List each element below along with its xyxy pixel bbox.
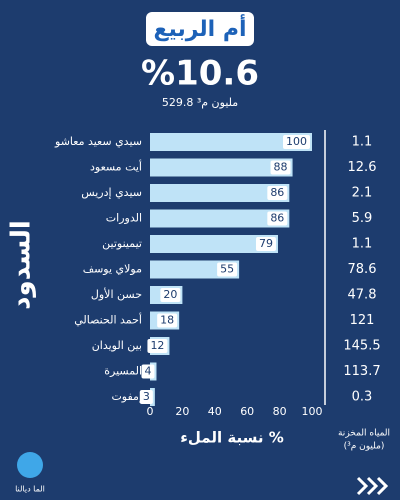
headline: %10.6 — [141, 54, 259, 94]
title: أم الربيع — [153, 13, 246, 42]
value-label: 88 — [274, 161, 288, 174]
bar — [150, 209, 290, 228]
bar — [150, 184, 290, 202]
category-label: حسن الأول — [91, 287, 142, 301]
stored-water-value: 2.1 — [352, 186, 373, 201]
stored-water-value: 47.8 — [348, 288, 377, 303]
value-label-box — [270, 160, 291, 175]
value-label: 55 — [220, 263, 234, 276]
stored-water-value: 121 — [350, 313, 375, 328]
value-label-box — [139, 390, 153, 404]
title-box — [146, 12, 254, 46]
stored-water-value: 5.9 — [352, 211, 373, 226]
category-label: الدورات — [106, 212, 142, 225]
stored-water-value: 113.7 — [343, 364, 380, 379]
stored-water-value: 0.3 — [352, 390, 373, 405]
value-label-box — [267, 186, 288, 200]
category-label: بين الويدان — [92, 339, 142, 352]
value-label-box — [160, 288, 181, 302]
value-label-box — [283, 135, 310, 149]
stored-water-value: 1.1 — [352, 237, 373, 252]
category-label: سيدي سعيد معاشو — [54, 135, 142, 148]
value-label: 3 — [143, 390, 150, 403]
value-label: 79 — [259, 237, 273, 250]
category-label: إمفوت — [111, 390, 142, 403]
bar — [150, 158, 293, 177]
bar — [150, 133, 312, 151]
value-label-box — [157, 313, 178, 328]
value-label: 86 — [270, 212, 284, 225]
stored-water-value: 12.6 — [348, 160, 377, 175]
category-label: تيمينوتين — [102, 237, 142, 250]
logo-text: الما ديالنا — [15, 485, 45, 494]
category-label: أيت مسعود — [90, 160, 142, 174]
value-label-box — [141, 364, 155, 379]
logo-icon — [17, 452, 43, 478]
bar — [150, 235, 278, 253]
category-label: سيدي إدريس — [81, 186, 142, 199]
y-axis-label: السدود — [7, 220, 37, 310]
category-label: أحمد الحنصالي — [74, 313, 142, 327]
stored-water-value: 78.6 — [348, 262, 377, 277]
bar — [150, 260, 240, 279]
next-arrows[interactable] — [356, 476, 389, 496]
value-label-box — [217, 262, 238, 277]
category-label: المسيرة — [104, 365, 142, 378]
column-header: المياه المخزنة — [338, 429, 390, 439]
value-label: 20 — [163, 288, 177, 301]
value-label-box — [147, 339, 168, 353]
category-label: مولاي يوسف — [83, 263, 142, 276]
x-axis-label: نسبة الملء % — [180, 429, 284, 447]
stored-water-value: 145.5 — [343, 339, 380, 354]
value-label-box — [267, 211, 288, 226]
x-tick-label: 60 — [240, 405, 254, 418]
x-tick-label: 80 — [273, 405, 287, 418]
stored-water-value: 1.1 — [352, 135, 373, 150]
x-tick-label: 100 — [302, 405, 323, 418]
value-label-box — [255, 237, 276, 251]
x-tick-label: 0 — [147, 405, 154, 418]
column-unit: (مليون م³) — [344, 442, 385, 452]
value-label: 4 — [144, 365, 151, 378]
value-label: 18 — [160, 314, 174, 327]
value-label: 100 — [286, 135, 307, 148]
value-label: 86 — [270, 186, 284, 199]
subtitle: 529.8 مليون م³ — [162, 96, 238, 109]
x-tick-label: 20 — [175, 405, 189, 418]
value-label: 12 — [150, 339, 164, 352]
x-tick-label: 40 — [208, 405, 222, 418]
